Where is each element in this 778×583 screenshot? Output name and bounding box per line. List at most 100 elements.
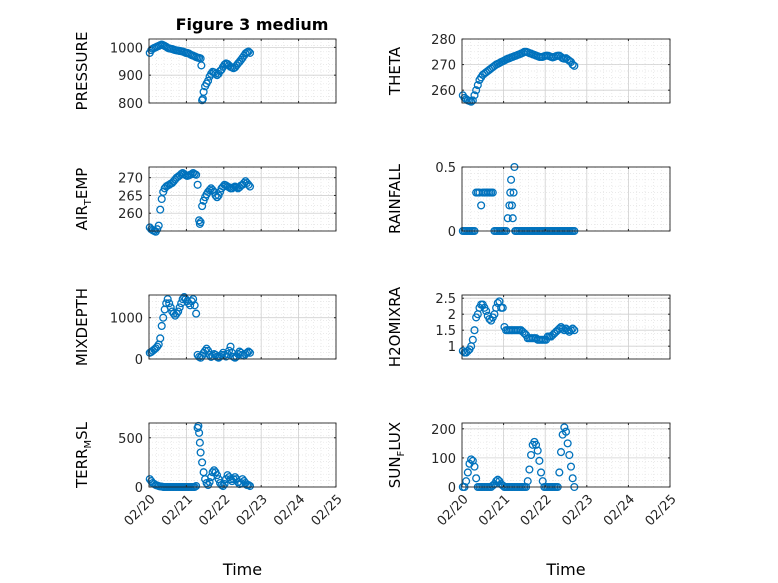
y-tick-label: 2 bbox=[448, 308, 456, 323]
data-point bbox=[196, 448, 205, 457]
data-point bbox=[245, 348, 255, 357]
y-tick-label: 260 bbox=[118, 207, 143, 222]
subplot-theta: 260 270 280 THETA bbox=[386, 33, 671, 106]
y-axis-label: H2OMIXRA bbox=[386, 286, 404, 367]
data-point bbox=[462, 477, 471, 486]
data-point bbox=[477, 201, 486, 210]
data-point bbox=[165, 299, 174, 308]
data-point bbox=[505, 201, 514, 210]
y-axis-label: TERRMSL bbox=[73, 421, 94, 489]
axes-box bbox=[461, 422, 671, 488]
data-point bbox=[568, 474, 577, 483]
data-point bbox=[470, 91, 479, 100]
data-point bbox=[192, 309, 201, 318]
data-point bbox=[507, 201, 516, 210]
x-axis-label: Time bbox=[545, 560, 585, 579]
y-tick-label: 1.5 bbox=[435, 324, 456, 339]
x-tick-label: 02/20 bbox=[122, 492, 159, 529]
data-point bbox=[244, 480, 253, 490]
data-point bbox=[204, 76, 213, 85]
data-point bbox=[196, 218, 205, 227]
data-point bbox=[219, 481, 228, 491]
data-point bbox=[166, 303, 175, 312]
subplot-sun_flux: 0 100 200 02/20 02/21 02/22 02/23 02/24 02/25 Tim… bbox=[386, 422, 680, 579]
data-point bbox=[195, 216, 204, 225]
y-tick-label: 0.5 bbox=[435, 161, 456, 176]
data-point bbox=[523, 477, 532, 486]
data-point bbox=[525, 465, 534, 474]
data-point bbox=[190, 301, 199, 310]
data-point bbox=[245, 182, 255, 191]
data-point bbox=[242, 348, 252, 357]
x-tick-label: 02/21 bbox=[159, 492, 196, 529]
data-point bbox=[192, 481, 201, 491]
subplot-pressure: 800 900 1000 PRESSURE bbox=[73, 32, 337, 112]
data-point bbox=[467, 97, 476, 106]
data-point bbox=[527, 450, 536, 460]
data-point bbox=[566, 326, 576, 335]
data-point bbox=[556, 448, 566, 457]
data-point bbox=[187, 170, 196, 179]
data-point bbox=[202, 344, 211, 353]
data-point bbox=[156, 205, 165, 214]
y-tick-label: 270 bbox=[431, 59, 456, 74]
y-tick-label: 1 bbox=[448, 340, 456, 355]
data-point bbox=[533, 446, 542, 455]
y-axis-label: RAINFALL bbox=[386, 163, 404, 234]
data-point bbox=[506, 188, 515, 197]
data-point bbox=[159, 313, 168, 322]
data-point bbox=[205, 186, 214, 195]
data-point bbox=[568, 60, 577, 69]
data-point bbox=[195, 428, 204, 437]
subplot-air_temp: 260 265 270 AIRTEMP bbox=[73, 166, 337, 236]
data-point bbox=[193, 180, 202, 189]
data-point bbox=[468, 335, 477, 344]
data-point bbox=[226, 475, 235, 484]
data-point bbox=[472, 474, 481, 483]
data-point bbox=[169, 309, 178, 318]
x-tick-label: 02/24 bbox=[271, 492, 308, 529]
axes-box bbox=[461, 166, 671, 232]
x-tick-label: 02/25 bbox=[309, 492, 346, 529]
data-point bbox=[217, 350, 226, 359]
x-tick-label: 02/25 bbox=[643, 492, 680, 529]
y-axis-label: MIXDEPTH bbox=[73, 288, 91, 366]
data-point bbox=[154, 221, 163, 230]
data-point bbox=[470, 326, 479, 335]
data-point bbox=[498, 303, 507, 312]
y-tick-label: 100 bbox=[431, 452, 456, 467]
data-point bbox=[195, 438, 204, 447]
data-point bbox=[561, 427, 571, 436]
x-tick-label: 02/22 bbox=[196, 492, 233, 529]
subplot-terr_msl: 0 500 02/20 02/21 02/22 02/23 02/24 02/25 Time TE… bbox=[73, 421, 346, 579]
y-tick-label: 500 bbox=[118, 432, 143, 447]
data-point bbox=[153, 342, 162, 351]
axes-box bbox=[461, 294, 671, 360]
y-tick-label: 900 bbox=[118, 69, 143, 84]
data-point bbox=[245, 481, 255, 491]
data-point bbox=[192, 170, 201, 179]
data-point bbox=[162, 299, 171, 308]
y-tick-label: 0 bbox=[448, 225, 456, 240]
data-point bbox=[509, 188, 518, 197]
subplot-rainfall: 0 0.5 RAINFALL bbox=[386, 161, 671, 240]
data-point bbox=[558, 324, 567, 333]
data-point bbox=[482, 306, 491, 316]
x-tick-label: 02/20 bbox=[435, 492, 472, 529]
data-point bbox=[156, 334, 165, 343]
y-tick-label: 260 bbox=[431, 84, 456, 99]
axes-box bbox=[148, 166, 337, 232]
y-axis-label: PRESSURE bbox=[73, 32, 91, 111]
data-point bbox=[186, 301, 195, 310]
data-point bbox=[213, 471, 222, 480]
data-point bbox=[468, 96, 477, 105]
data-point bbox=[570, 61, 579, 70]
y-tick-label: 270 bbox=[118, 172, 143, 187]
data-point bbox=[244, 347, 253, 356]
subplot-mixdepth: 0 1000 MIXDEPTH bbox=[73, 288, 337, 368]
axes-box bbox=[148, 38, 337, 104]
data-point bbox=[199, 87, 208, 96]
axes-box bbox=[461, 38, 671, 104]
x-tick-label: 02/23 bbox=[234, 492, 271, 529]
